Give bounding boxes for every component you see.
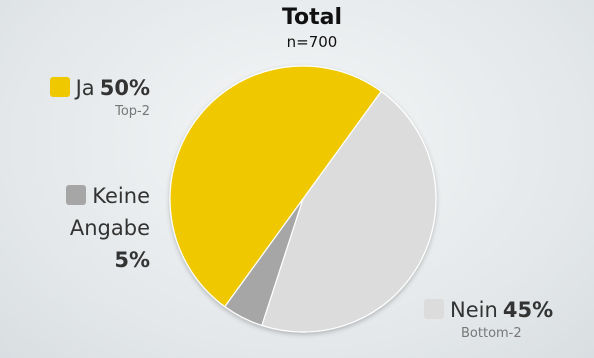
legend-nein: Nein 45% Bottom-2 (424, 298, 594, 341)
chart-title-block: Total n=700 (262, 4, 362, 52)
chart-subtitle: n=700 (286, 33, 338, 51)
legend-value-ja: 50% (99, 76, 150, 100)
legend-ja: Ja 50% Top-2 (14, 76, 150, 119)
legend-swatch-ja (49, 77, 70, 97)
legend-swatch-keine-angabe (66, 185, 87, 205)
legend-keine-angabe: Keine Angabe 5% (14, 181, 150, 277)
legend-value-nein: 45% (502, 298, 554, 322)
legend-label-nein: Nein (450, 298, 498, 322)
legend-swatch-nein (424, 299, 444, 319)
legend-note-ja: Top-2 (115, 104, 150, 119)
chart-title: Total (281, 5, 343, 30)
pie-slice-ja (169, 65, 383, 308)
legend-label-angabe: Angabe (69, 216, 150, 240)
legend-label-ja: Ja (75, 76, 95, 100)
legend-value-keine-angabe: 5% (114, 248, 150, 272)
pie-slice-nein (261, 90, 437, 333)
legend-note-nein: Bottom-2 (461, 326, 522, 341)
legend-label-keine: Keine (92, 184, 150, 208)
